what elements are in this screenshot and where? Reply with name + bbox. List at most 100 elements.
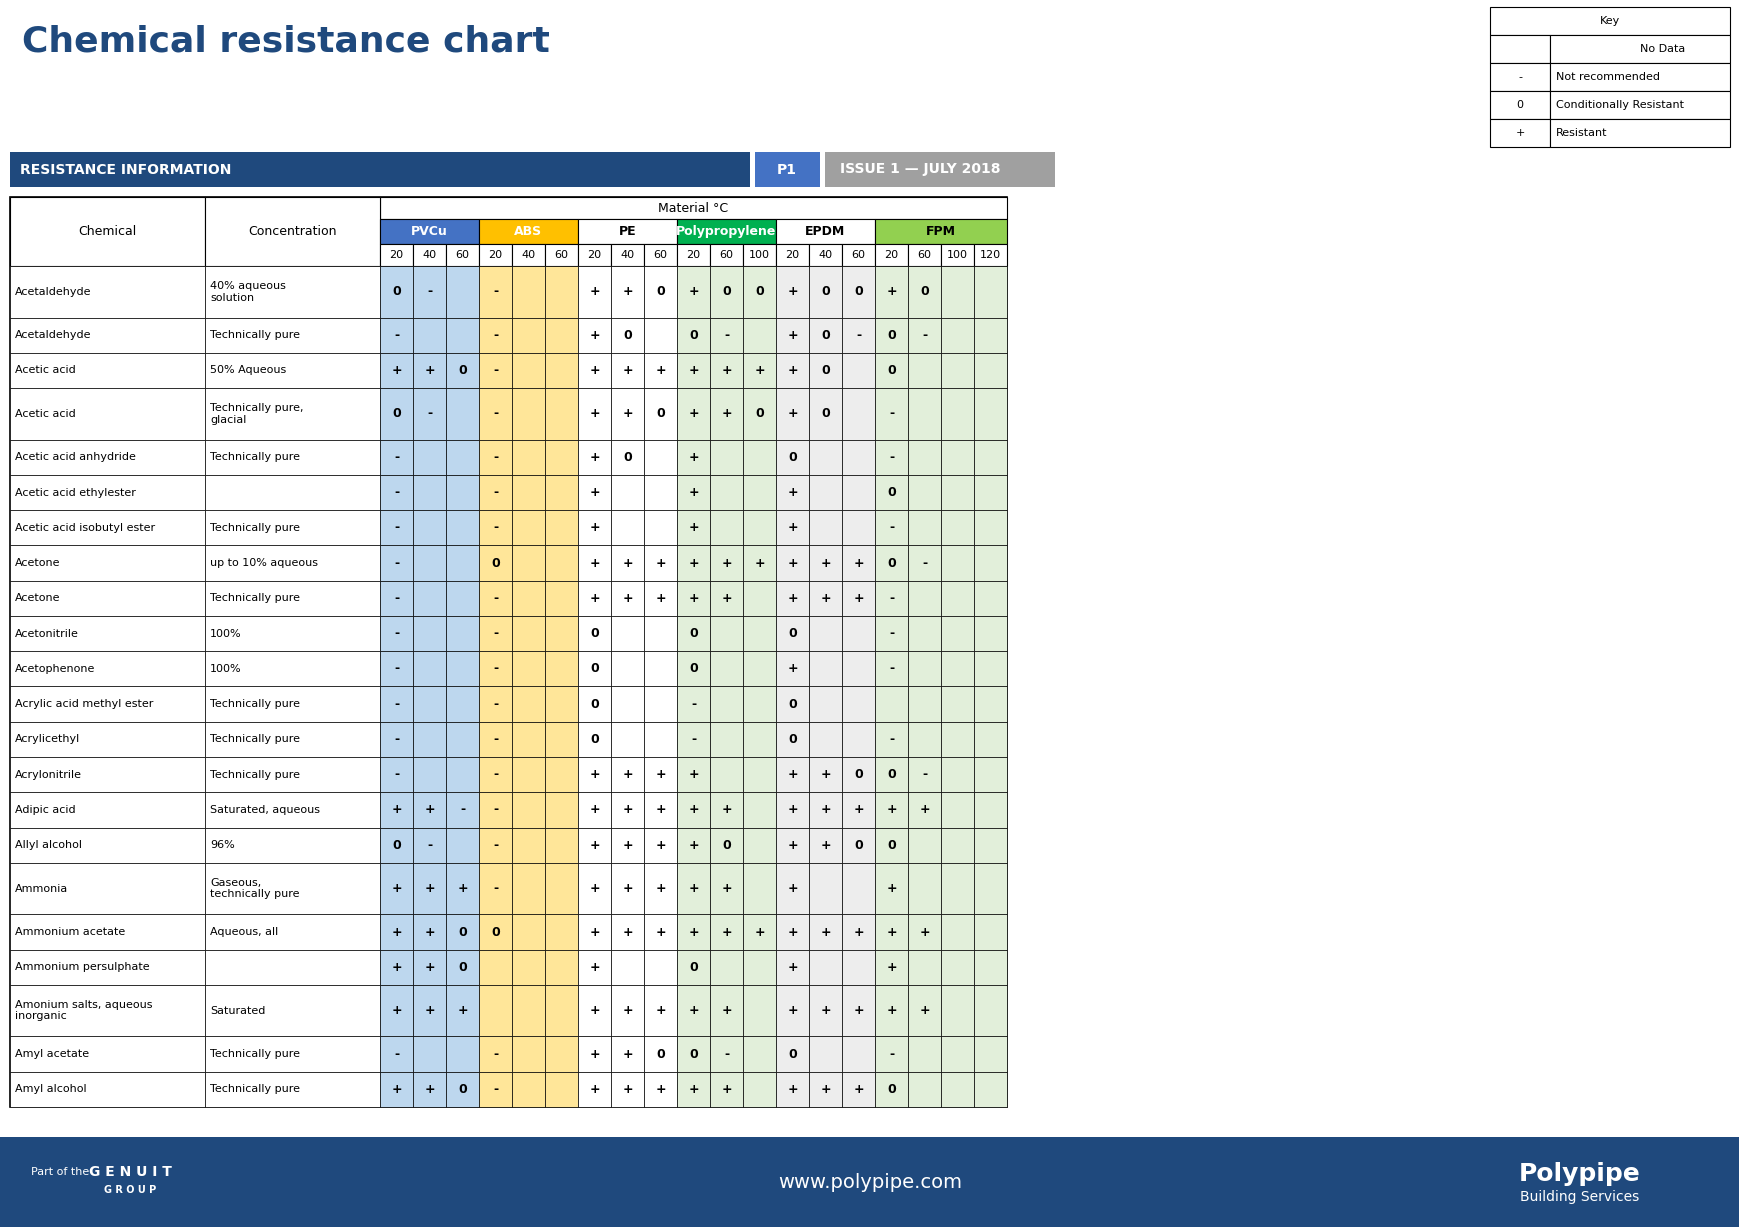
Bar [412, 914, 445, 950]
Text: +: + [689, 285, 699, 298]
Bar [743, 318, 776, 353]
Text: Technically pure,
glacial: Technically pure, glacial [210, 402, 304, 425]
Text: -: - [492, 627, 497, 640]
Bar [974, 1071, 1007, 1107]
Text: +: + [821, 1004, 831, 1017]
Bar [511, 757, 544, 793]
Text: -: - [492, 486, 497, 499]
Bar [676, 757, 710, 793]
Bar [908, 388, 941, 439]
Text: +: + [590, 521, 600, 534]
Bar [941, 510, 974, 546]
Bar [809, 1037, 842, 1071]
Bar [412, 863, 445, 914]
Bar [577, 475, 610, 510]
Bar [544, 244, 577, 266]
Text: -: - [395, 768, 398, 782]
Bar [445, 793, 478, 827]
Text: Technically pure: Technically pure [210, 1049, 301, 1059]
Bar [643, 686, 676, 721]
Text: +: + [656, 804, 666, 816]
Bar [478, 827, 511, 863]
Bar [412, 950, 445, 985]
Bar [10, 1037, 205, 1071]
Bar [875, 686, 908, 721]
Text: +: + [391, 882, 402, 896]
Bar [381, 793, 412, 827]
Text: Acetic acid ethylester: Acetic acid ethylester [16, 487, 136, 497]
Text: +: + [623, 1004, 633, 1017]
Bar [974, 793, 1007, 827]
Bar [478, 1037, 511, 1071]
Bar [412, 318, 445, 353]
Text: Aqueous, all: Aqueous, all [210, 928, 278, 937]
Bar [710, 652, 743, 686]
Text: +: + [623, 768, 633, 782]
Bar [809, 318, 842, 353]
Text: +: + [788, 285, 798, 298]
Text: +: + [590, 1004, 600, 1017]
Text: 0: 0 [689, 663, 697, 675]
Bar [544, 757, 577, 793]
Bar [544, 439, 577, 475]
Bar [743, 616, 776, 652]
Bar [776, 510, 809, 546]
Bar [643, 721, 676, 757]
Bar [676, 793, 710, 827]
Bar [710, 914, 743, 950]
Text: +: + [887, 961, 897, 974]
Bar [205, 510, 381, 546]
Text: +: + [887, 882, 897, 896]
Text: -: - [428, 285, 431, 298]
Text: Resistant: Resistant [1556, 128, 1607, 137]
Bar [643, 266, 676, 318]
Bar [381, 827, 412, 863]
Bar [544, 827, 577, 863]
Text: +: + [788, 591, 798, 605]
Bar [10, 863, 205, 914]
Text: +: + [590, 450, 600, 464]
Bar [643, 863, 676, 914]
Bar [908, 510, 941, 546]
Bar [908, 580, 941, 616]
Bar [941, 793, 974, 827]
Bar [511, 652, 544, 686]
Text: +: + [656, 557, 666, 569]
Bar [511, 318, 544, 353]
Bar [676, 388, 710, 439]
Bar [10, 198, 1007, 1107]
Bar [710, 721, 743, 757]
Bar [776, 686, 809, 721]
Bar [842, 266, 875, 318]
Text: -: - [492, 364, 497, 377]
Text: +: + [590, 839, 600, 852]
Text: 0: 0 [457, 961, 466, 974]
Bar [842, 950, 875, 985]
Bar [776, 244, 809, 266]
Bar [412, 266, 445, 318]
Bar [643, 244, 676, 266]
Bar [908, 1037, 941, 1071]
Bar [643, 985, 676, 1037]
Bar [544, 914, 577, 950]
Bar [643, 914, 676, 950]
Bar [1490, 7, 1730, 36]
Bar [776, 580, 809, 616]
Bar [445, 266, 478, 318]
Bar [743, 580, 776, 616]
Text: +: + [689, 486, 699, 499]
Text: 40: 40 [423, 250, 436, 260]
Bar [412, 1071, 445, 1107]
Bar [908, 914, 941, 950]
Bar [908, 652, 941, 686]
Bar [643, 950, 676, 985]
Bar [577, 510, 610, 546]
Bar [743, 510, 776, 546]
Text: +: + [590, 364, 600, 377]
Text: 40: 40 [819, 250, 833, 260]
Text: Saturated, aqueous: Saturated, aqueous [210, 805, 320, 815]
Bar [743, 546, 776, 580]
Text: 0: 0 [689, 329, 697, 341]
Bar [710, 318, 743, 353]
Text: +: + [424, 882, 435, 896]
